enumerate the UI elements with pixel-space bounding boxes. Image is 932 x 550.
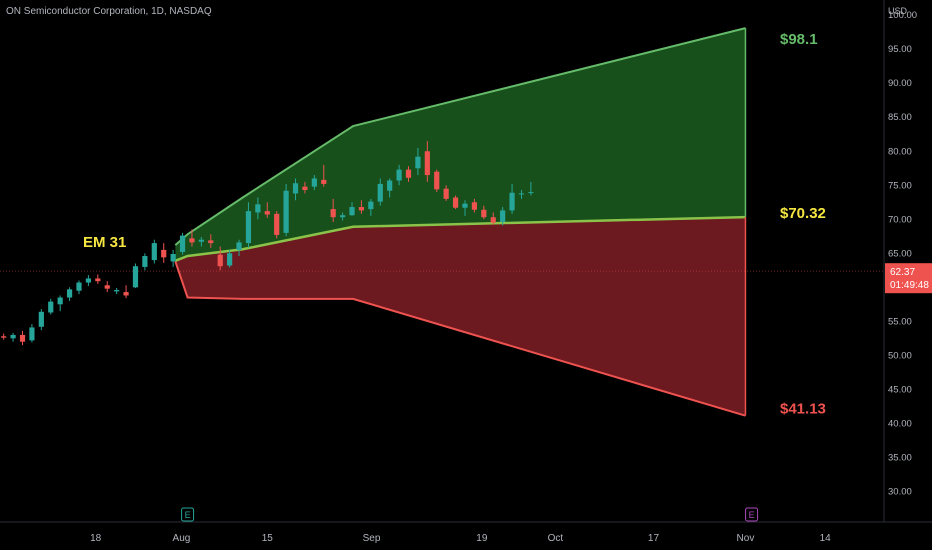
candle-body [330, 209, 336, 218]
candle-body [189, 238, 195, 243]
candle-body [198, 239, 204, 242]
candle-body [311, 178, 317, 187]
expected-move-lower-line [174, 261, 746, 417]
y-tick-label: 45.00 [888, 384, 912, 395]
expected-move-upper-zone [175, 28, 746, 261]
x-tick-label: 17 [648, 533, 660, 544]
candle-body [434, 171, 440, 190]
candle-body [349, 207, 355, 216]
candle-body [170, 253, 176, 262]
candle-body [518, 193, 525, 195]
candle-body [500, 210, 506, 223]
y-tick-label: 70.00 [888, 214, 912, 225]
y-tick-label: 85.00 [888, 112, 912, 123]
y-tick-label: 90.00 [888, 78, 912, 89]
y-tick-label: 100.00 [888, 10, 917, 21]
candle-body [462, 203, 468, 208]
y-tick-label: 55.00 [888, 316, 912, 327]
candle-body [274, 213, 280, 235]
candle-body [95, 278, 101, 282]
candle-body [151, 243, 157, 261]
candle-body [405, 169, 412, 178]
y-tick-label: 35.00 [888, 452, 912, 463]
candle-body [368, 201, 374, 210]
x-tick-label: 14 [820, 533, 832, 544]
candle-body [490, 217, 496, 223]
mid-target-label: $70.32 [780, 205, 826, 222]
candle-body [443, 188, 449, 199]
candle-body [161, 249, 167, 258]
lower-target-label: $41.13 [780, 401, 826, 418]
candle-body [358, 207, 365, 211]
earnings-marker-label: E [185, 510, 191, 520]
expected-move-lower-zone [175, 217, 746, 416]
expected-move-label: EM 31 [83, 234, 126, 251]
y-tick-label: 80.00 [888, 146, 912, 157]
upper-target-label: $98.1 [780, 31, 818, 48]
earnings-marker-icon [745, 507, 759, 522]
y-tick-label: 65.00 [888, 248, 912, 259]
candle-body [396, 169, 402, 181]
candle-body [452, 197, 459, 208]
candle-body [19, 334, 26, 342]
candle-body [1, 336, 7, 338]
x-tick-label: 18 [90, 533, 102, 544]
candle-body [132, 266, 139, 288]
candle-body [48, 301, 54, 313]
price-badge-countdown: 01:49:48 [890, 280, 929, 291]
candle-body [415, 156, 421, 169]
candle-body [29, 327, 35, 341]
candle-body [208, 240, 214, 244]
candle-body [283, 190, 289, 233]
candle-body [481, 209, 487, 218]
expected-move-mid-line [174, 215, 746, 262]
candle-body [57, 297, 63, 305]
y-tick-label: 95.00 [888, 44, 912, 55]
candle-body [302, 186, 308, 191]
y-tick-label: 30.00 [888, 486, 912, 497]
x-tick-label: Aug [173, 533, 191, 544]
candle-body [217, 254, 223, 267]
candle-body [245, 211, 252, 244]
candle-body [85, 278, 92, 283]
candle-body [292, 183, 299, 194]
candle-body [142, 256, 148, 267]
candle-body [38, 311, 44, 327]
x-tick-label: Sep [363, 533, 381, 544]
candle-body [227, 253, 233, 266]
x-tick-label: Nov [737, 533, 755, 544]
earnings-marker-label: E [749, 510, 755, 520]
candle-body [10, 334, 16, 339]
currency-label: USD [888, 6, 908, 16]
chart-title: ON Semiconductor Corporation, 1D, NASDAQ [6, 6, 212, 17]
y-tick-label: 40.00 [888, 418, 912, 429]
candle-body [76, 282, 82, 291]
candle-body [321, 179, 327, 184]
x-tick-label: 19 [476, 533, 488, 544]
candle-body [387, 180, 393, 191]
price-badge [885, 263, 932, 294]
candle-body [179, 235, 186, 252]
candle-body [123, 292, 129, 296]
candle-body [264, 211, 270, 215]
earnings-marker-icon [181, 507, 195, 522]
x-tick-label: 15 [262, 533, 274, 544]
price-badge-value: 62.37 [890, 267, 915, 278]
candle-body [66, 289, 73, 298]
candle-body [509, 192, 515, 211]
candle-body [255, 204, 261, 213]
candle-body [236, 242, 242, 250]
candle-body [471, 202, 478, 210]
y-tick-label: 50.00 [888, 350, 912, 361]
candle-body [340, 215, 346, 218]
candle-body [424, 151, 430, 176]
candle-body [377, 183, 383, 202]
y-tick-label: 75.00 [888, 180, 912, 191]
candle-body [114, 290, 120, 292]
x-tick-label: Oct [548, 533, 564, 544]
candle-body [104, 285, 110, 289]
candle-body [528, 192, 534, 194]
